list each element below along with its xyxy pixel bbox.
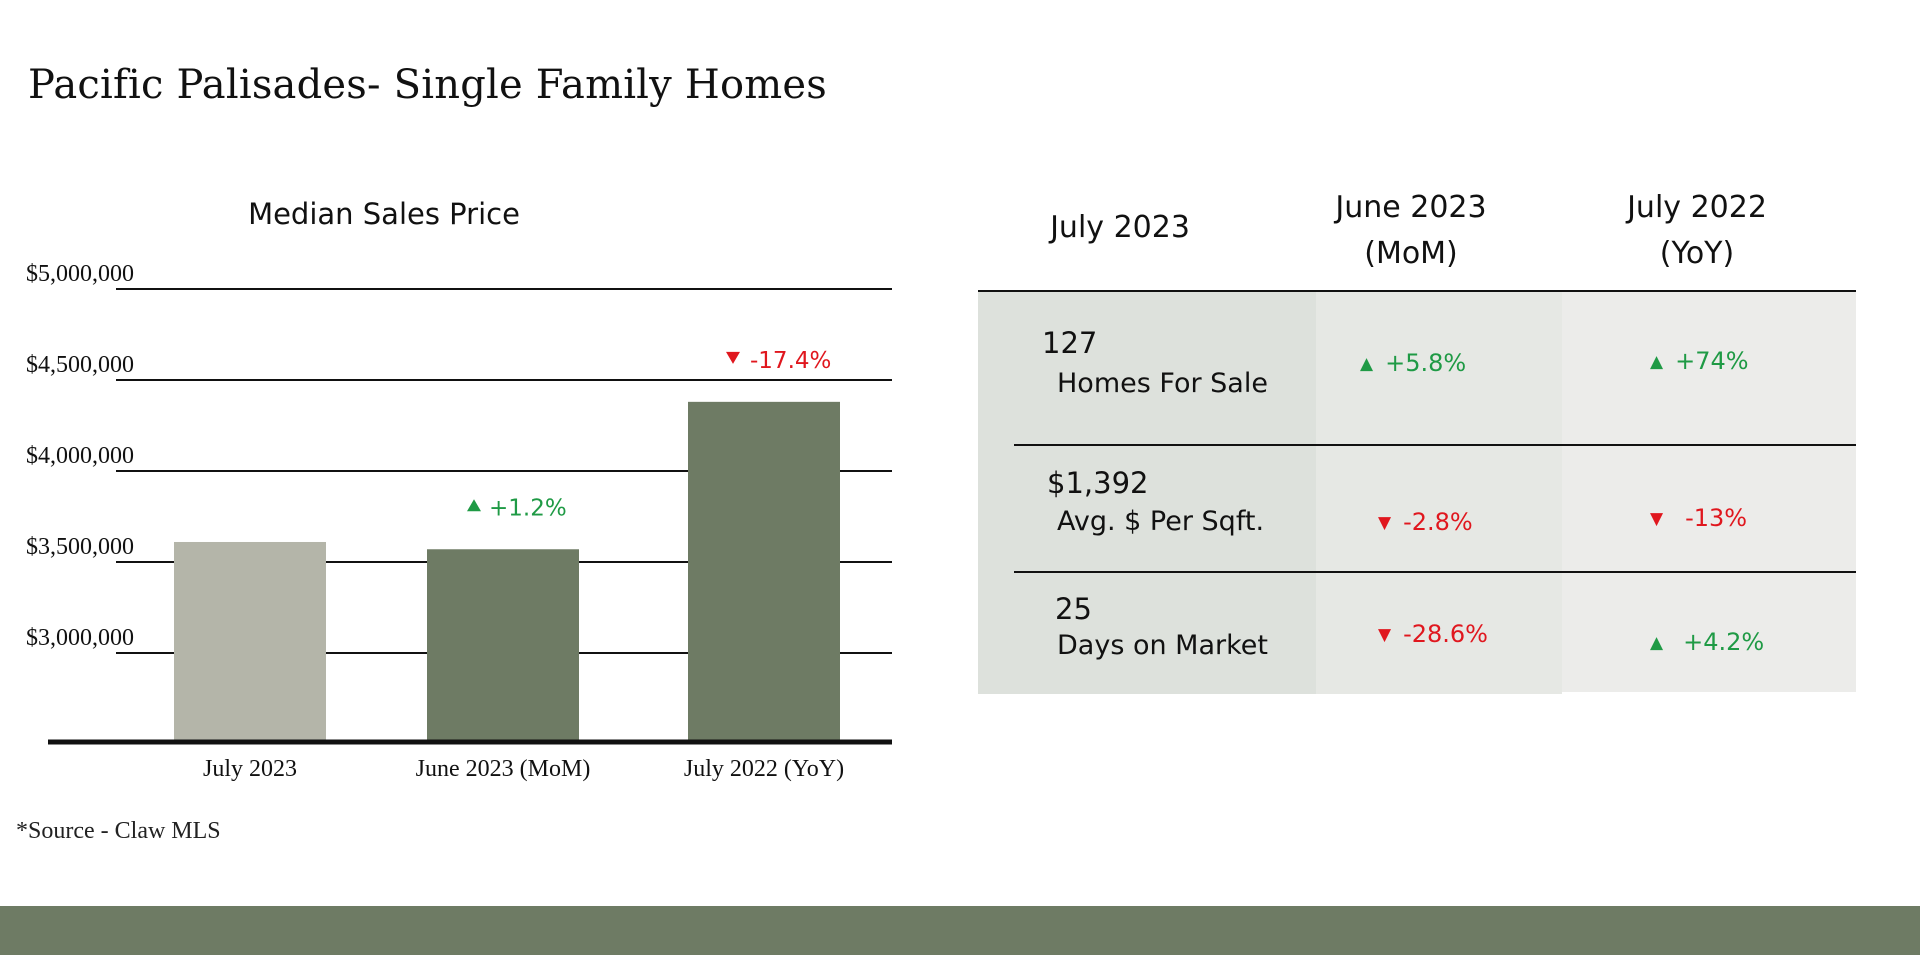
- header-divider: [978, 290, 1856, 292]
- median-price-chart: Median Sales Price $5,000,000$4,500,000$…: [26, 197, 892, 782]
- triangle-down-icon: ▼: [1378, 513, 1392, 533]
- annotation-text: -17.4%: [750, 348, 831, 374]
- header-june-2023-mom: June 2023 (MoM): [1335, 190, 1487, 271]
- header-july-2023: July 2023: [1050, 210, 1190, 245]
- homes-for-sale-yoy: ▲ +74%: [1650, 347, 1749, 375]
- x-axis-tick-labels: July 2023 June 2023 (MoM) July 2022 (YoY): [203, 756, 844, 782]
- triangle-down-icon: [726, 351, 740, 364]
- bar: [688, 401, 840, 742]
- bar-annotations: +1.2% -17.4%: [467, 348, 831, 521]
- price-per-sqft-value: $1,392: [1047, 466, 1149, 500]
- triangle-up-icon: ▲: [1360, 354, 1374, 374]
- annotation-text: +1.2%: [489, 495, 567, 521]
- bar-annotation: +1.2%: [467, 495, 567, 521]
- chart-bars: [174, 401, 840, 742]
- source-note: *Source - Claw MLS: [16, 818, 221, 844]
- y-axis-tick-labels: $5,000,000 $4,500,000 $4,000,000 $3,500,000…: [26, 261, 134, 651]
- homes-for-sale-value: 127: [1042, 326, 1098, 360]
- days-on-market-yoy: ▲ +4.2%: [1650, 628, 1765, 656]
- header-july-2022-yoy: July 2022 (YoY): [1627, 190, 1767, 271]
- bar: [174, 541, 326, 742]
- footer-bar: [0, 906, 1920, 955]
- x-tick-label: July 2023: [203, 756, 297, 782]
- triangle-up-icon: ▲: [1650, 352, 1664, 372]
- y-tick-label: $3,000,000: [26, 625, 134, 651]
- price-per-sqft-yoy: ▼ -13%: [1650, 504, 1748, 532]
- chart-title: Median Sales Price: [248, 197, 520, 231]
- days-on-market-label: Days on Market: [1057, 630, 1268, 661]
- triangle-down-icon: ▼: [1378, 625, 1392, 645]
- row-divider: [1014, 571, 1856, 573]
- y-tick-label: $4,500,000: [26, 352, 134, 378]
- homes-for-sale-mom: ▲ +5.8%: [1360, 349, 1467, 377]
- page-title: Pacific Palisades- Single Family Homes: [28, 62, 827, 108]
- x-tick-label: July 2022 (YoY): [684, 756, 844, 782]
- y-tick-label: $5,000,000: [26, 261, 134, 287]
- triangle-up-icon: ▲: [1650, 633, 1664, 653]
- y-tick-label: $4,000,000: [26, 443, 134, 469]
- row-divider: [1014, 444, 1856, 446]
- y-tick-label: $3,500,000: [26, 534, 134, 560]
- column-mom-bg: [1316, 292, 1562, 694]
- column-current-bg: [978, 292, 1316, 694]
- price-per-sqft-mom: ▼ -2.8%: [1378, 508, 1473, 536]
- bar-annotation: -17.4%: [726, 348, 831, 374]
- column-yoy-bg: [1562, 292, 1856, 692]
- bar: [427, 549, 579, 742]
- days-on-market-mom: ▼ -28.6%: [1378, 620, 1488, 648]
- x-tick-label: June 2023 (MoM): [416, 756, 591, 782]
- triangle-down-icon: ▼: [1650, 509, 1664, 529]
- days-on-market-value: 25: [1055, 592, 1092, 626]
- price-per-sqft-label: Avg. $ Per Sqft.: [1057, 506, 1265, 537]
- homes-for-sale-label: Homes For Sale: [1057, 368, 1268, 399]
- triangle-up-icon: [467, 499, 481, 512]
